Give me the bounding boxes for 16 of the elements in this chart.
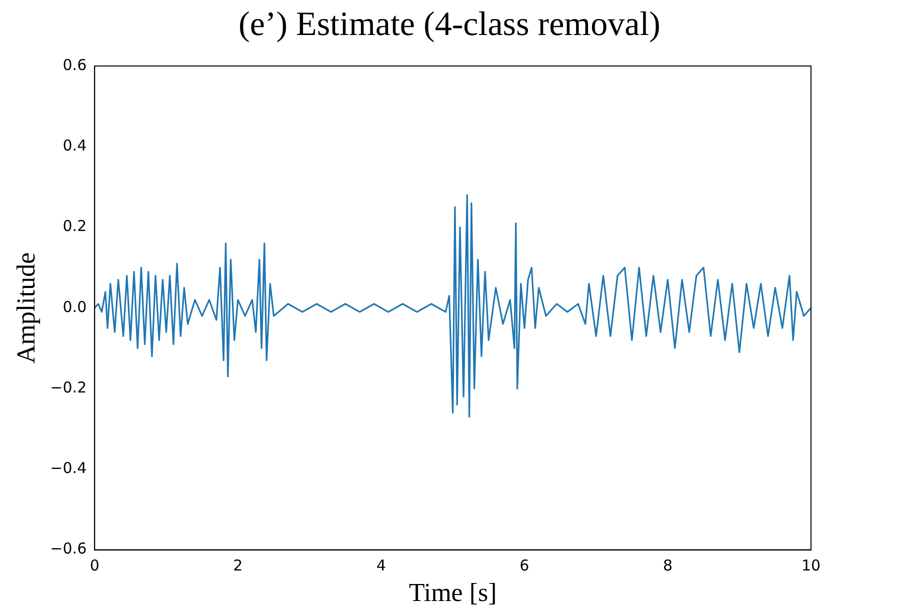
- y-tick-label: 0.2: [62, 217, 87, 236]
- x-axis-title: Time [s]: [408, 578, 497, 608]
- x-tick-label: 8: [662, 556, 672, 575]
- y-tick-label: −0.6: [50, 540, 87, 558]
- x-tick-label: 4: [376, 556, 386, 575]
- y-tick-label: 0.6: [62, 56, 87, 74]
- y-tick-label: −0.4: [50, 459, 87, 478]
- y-tick-label: 0.4: [62, 136, 87, 155]
- y-tick-label: 0.0: [62, 298, 87, 316]
- x-tick-label: 6: [520, 556, 530, 575]
- y-axis-title: Amplitude: [11, 252, 40, 364]
- x-tick-label: 0: [90, 556, 100, 575]
- x-tick-label: 2: [233, 556, 243, 575]
- chart-title: (e’) Estimate (4-class removal): [238, 6, 662, 44]
- y-tick-label: −0.2: [50, 378, 87, 396]
- x-tick-label: 10: [801, 556, 821, 575]
